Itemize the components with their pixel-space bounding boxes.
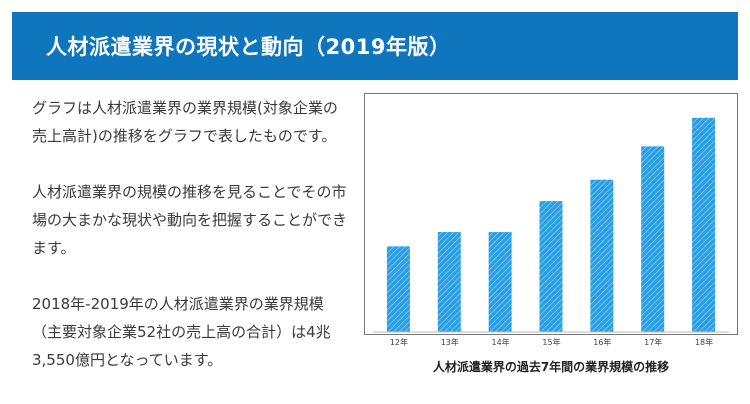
paragraph-3: 2018年-2019年の人材派遣業界の業界規模（主要対象企業52社の売上高の合計… — [32, 295, 331, 369]
x-tick-label: 14年 — [491, 338, 510, 347]
bar-2 — [437, 232, 461, 332]
bar-chart — [373, 117, 729, 333]
chart-title: 人材派遣業界の過去7年間の業界規模の推移 — [432, 360, 670, 374]
x-tick-label: 17年 — [644, 338, 663, 347]
bar-3 — [488, 232, 512, 332]
page-header: 人材派遣業界の現状と動向（2019年版） — [12, 12, 738, 80]
page-title: 人材派遣業界の現状と動向（2019年版） — [46, 35, 451, 59]
bar-7 — [692, 117, 716, 332]
bar-1 — [386, 246, 410, 332]
description-text: グラフは人材派遣業界の業界規模(対象企業の売上高計)の推移をグラフで表したもので… — [32, 94, 350, 402]
chart-panel — [364, 93, 738, 335]
x-tick-label: 16年 — [593, 338, 612, 347]
bar-6 — [641, 146, 665, 332]
x-tick-label: 12年 — [389, 338, 409, 347]
x-tick-label: 13年 — [440, 338, 459, 347]
paragraph-2: 人材派遣業界の規模の推移を見ることでその市場の大まかな現状や動向を把握することが… — [32, 183, 348, 257]
x-tick-label: 15年 — [542, 338, 561, 347]
paragraph-1: グラフは人材派遣業界の業界規模(対象企業の売上高計)の推移をグラフで表したもので… — [32, 99, 338, 145]
bar-4 — [539, 201, 563, 332]
bar-5 — [590, 179, 614, 332]
x-tick-label: 18年 — [694, 338, 714, 347]
